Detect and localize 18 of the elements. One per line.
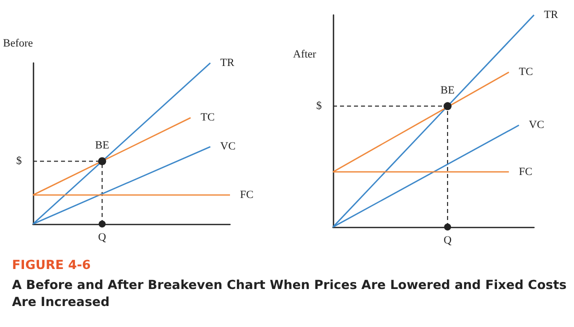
ref-line-label: $ [16,155,22,168]
y-axis-title: After [293,48,317,60]
series-label: TC [518,66,533,78]
ref-line-label: $ [316,100,322,112]
series-label: VC [220,140,236,153]
series-label: TC [200,112,215,124]
annotation: BE [95,140,110,152]
series-label: FC [240,189,254,202]
series-label: TR [544,9,559,21]
text: A Before and After Breakeven Chart When Prices Are Lowered and Fixed Costs Are Increased [12,276,567,310]
y-axis-title: Before [3,38,34,50]
text: Q [444,234,452,246]
series-label: FC [518,166,532,178]
series-label: VC [528,119,544,132]
caption: FIGURE 4-6 [12,256,92,273]
series-label: TR [220,57,236,69]
annotation: BE [440,84,455,97]
text: Q [98,232,106,244]
